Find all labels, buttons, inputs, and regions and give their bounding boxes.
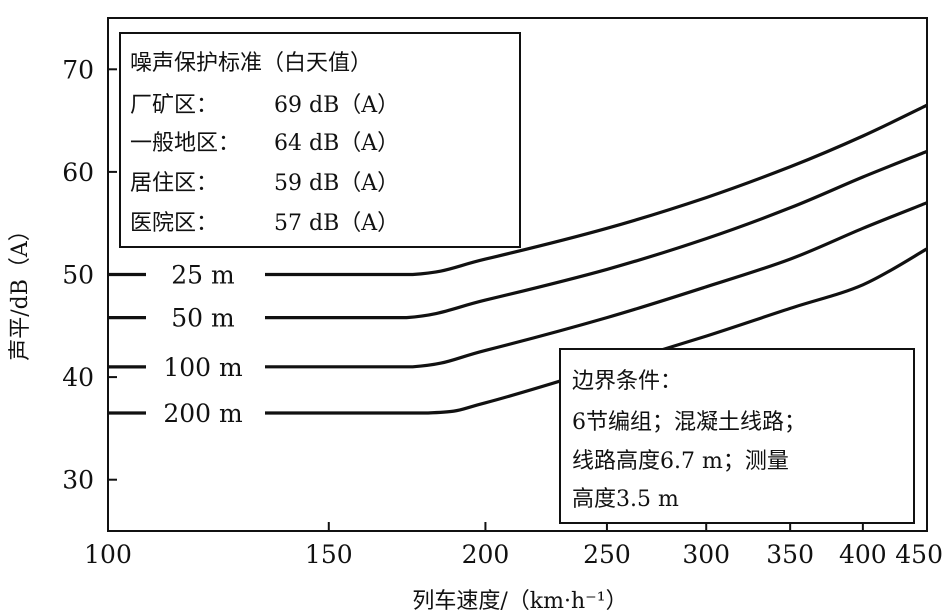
standards-value-4: 57 dB（A）: [274, 211, 399, 236]
standards-zone-2: 一般地区：: [130, 131, 240, 156]
standards-zone-1: 厂矿区：: [130, 93, 218, 118]
y-tick-label: 60: [62, 158, 94, 187]
standards-box-title: 噪声保护标准（白天值）: [130, 51, 372, 76]
x-tick-label: 450: [895, 540, 943, 569]
ticks: 100 150 200 250 300 350 400 450 30 40 50 60 70: [62, 55, 943, 569]
series-label: 200 m: [163, 399, 243, 428]
x-tick-label: 400: [839, 540, 887, 569]
series-label: 100 m: [163, 353, 243, 382]
conditions-box: 边界条件： 6节编组；混凝土线路； 线路高度6.7 m；测量 高度3.5 m: [559, 348, 915, 524]
series-labels: 25 m 50 m 100 m 200 m: [163, 261, 243, 429]
x-tick-label: 200: [462, 540, 510, 569]
x-tick-label: 150: [305, 540, 353, 569]
series-line: [265, 103, 928, 277]
standards-zone-4: 医院区：: [130, 211, 218, 236]
series-line: [265, 247, 928, 415]
series-label: 25 m: [171, 261, 235, 290]
standards-value-2: 64 dB（A）: [274, 131, 399, 156]
x-tick-label: 350: [766, 540, 814, 569]
standards-zone-3: 居住区：: [130, 171, 218, 196]
series-label: 50 m: [171, 304, 235, 333]
conditions-line-1: 边界条件：: [572, 369, 682, 394]
x-axis-title: 列车速度/（km·h⁻¹）: [412, 589, 627, 614]
y-tick-label: 40: [62, 363, 94, 392]
conditions-line-4: 高度3.5 m: [572, 487, 679, 512]
x-tick-label: 100: [84, 540, 132, 569]
x-tick-label: 250: [583, 540, 631, 569]
y-tick-label: 70: [62, 55, 94, 84]
y-tick-label: 50: [62, 261, 94, 290]
curves: [108, 103, 928, 415]
conditions-box-frame: [559, 348, 915, 524]
series-line: [265, 149, 928, 320]
standards-value-3: 59 dB（A）: [274, 171, 399, 196]
x-tick-label: 300: [682, 540, 730, 569]
conditions-line-3: 线路高度6.7 m；测量: [572, 449, 789, 474]
conditions-line-2: 6节编组；混凝土线路；: [572, 410, 806, 435]
y-tick-label: 30: [62, 466, 94, 495]
standards-box: 噪声保护标准（白天值） 厂矿区： 69 dB（A） 一般地区： 64 dB（A）…: [119, 32, 521, 248]
standards-box-frame: [119, 32, 521, 248]
series-line: [265, 201, 928, 369]
standards-value-1: 69 dB（A）: [274, 93, 399, 118]
y-axis-title: 声平/dB（A）: [8, 219, 33, 361]
